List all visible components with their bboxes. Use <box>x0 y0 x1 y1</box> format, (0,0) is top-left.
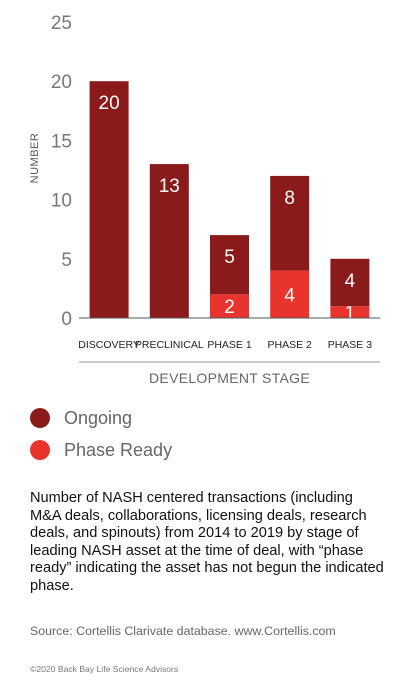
legend-swatch-phase-ready <box>30 440 50 460</box>
bar-ongoing <box>149 164 189 318</box>
x-tick-label: PRECLINICAL <box>135 339 204 351</box>
data-label-phase-ready: 4 <box>284 285 295 306</box>
data-label-ongoing: 5 <box>224 247 235 268</box>
data-label-ongoing: 4 <box>345 271 356 292</box>
y-tick-label: 25 <box>51 13 72 34</box>
data-label-ongoing: 20 <box>99 93 120 114</box>
legend-label-ongoing: Ongoing <box>64 407 133 428</box>
data-label-phase-ready: 1 <box>345 303 356 324</box>
x-tick-label: PHASE 2 <box>268 339 313 351</box>
data-label-phase-ready: 2 <box>224 297 235 318</box>
bar-phase-ready <box>330 306 370 318</box>
legend-item-phase-ready: Phase Ready <box>30 435 172 465</box>
y-tick-label: 5 <box>61 250 72 271</box>
bar-ongoing <box>210 235 249 295</box>
legend: Ongoing Phase Ready <box>30 403 172 467</box>
legend-swatch-ongoing <box>30 408 50 428</box>
y-tick-label: 0 <box>61 309 72 330</box>
x-axis-label: DEVELOPMENT STAGE <box>149 370 310 386</box>
data-label-ongoing: 13 <box>159 176 180 197</box>
bar-phase-ready <box>270 270 310 318</box>
y-axis-label: NUMBER <box>29 133 41 184</box>
y-tick-label: 10 <box>51 191 72 212</box>
x-tick-label: PHASE 3 <box>328 339 373 351</box>
legend-item-ongoing: Ongoing <box>30 403 172 433</box>
data-label-ongoing: 8 <box>284 188 295 209</box>
bar-ongoing <box>89 81 129 318</box>
bar-ongoing <box>330 258 370 307</box>
copyright-note: ©2020 Back Bay Life Science Advisors <box>30 664 179 674</box>
bar-ongoing <box>270 175 310 271</box>
y-tick-label: 20 <box>51 72 72 93</box>
legend-label-phase-ready: Phase Ready <box>64 439 173 460</box>
bar-chart: 0510152025NUMBER20DISCOVERY13PRECLINICAL… <box>29 13 380 386</box>
source-note: Source: Cortellis Clarivate database. ww… <box>30 624 336 638</box>
figure-caption: Number of NASH centered transactions (in… <box>30 490 384 594</box>
x-tick-label: PHASE 1 <box>207 339 252 351</box>
y-tick-label: 15 <box>51 131 72 152</box>
x-tick-label: DISCOVERY <box>78 339 140 351</box>
bar-phase-ready <box>210 294 249 318</box>
